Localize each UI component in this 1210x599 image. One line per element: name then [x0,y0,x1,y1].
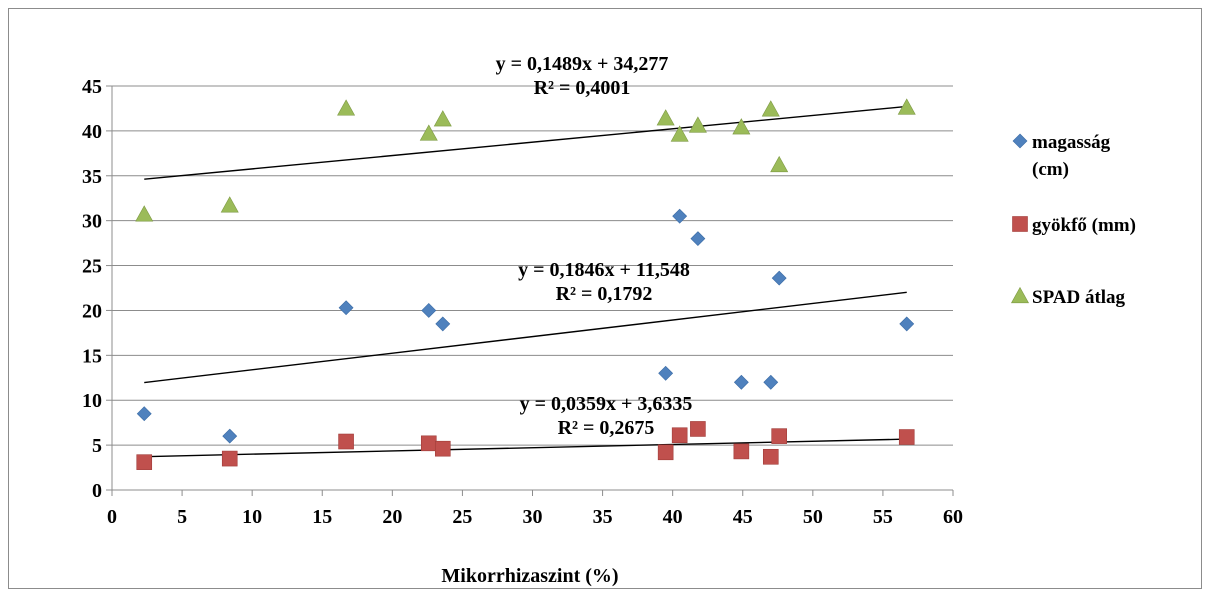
data-point-series-1 [222,428,238,444]
x-tick-label: 40 [663,506,683,528]
data-point-series-2 [771,428,787,444]
data-point-series-3 [770,155,789,173]
data-point-series-1 [435,316,451,332]
y-tick-label: 20 [82,300,102,322]
y-tick-label: 10 [82,390,102,412]
data-point-series-3 [220,196,239,213]
data-point-series-2 [338,433,354,450]
data-point-series-2 [671,427,688,444]
y-tick-label: 15 [82,345,102,367]
y-tick-label: 30 [82,211,102,233]
x-tick-label: 20 [382,506,402,528]
x-tick-label: 50 [803,506,823,528]
data-point-series-2 [434,440,451,457]
y-tick-label: 0 [92,480,102,502]
legend: magasság (cm) gyökfő (mm) SPAD átlag [1010,132,1136,308]
legend-label: gyökfő (mm) [1032,215,1136,236]
data-point-series-1 [672,208,688,224]
gridlines [112,85,953,446]
legend-marker-series-2 [1012,216,1028,232]
legend-label: (cm) [1032,159,1069,180]
data-point-series-1 [690,231,706,247]
x-tick-label: 5 [177,506,187,528]
data-point-series-3 [670,125,689,142]
legend-marker-series-1 [1012,133,1028,149]
trendline-series-1 [144,291,907,384]
legend-label: magasság [1032,132,1111,153]
data-point-series-1 [658,365,674,381]
data-point-series-3 [688,116,707,133]
data-point-series-1 [733,374,749,390]
data-point-series-2 [221,450,238,467]
trend-r2-label: R² = 0,2675 [558,417,655,439]
axes: 0 5 10 15 20 25 30 35 40 45 0 5 10 15 20 25 30 35 40 45 50 55… [82,76,963,528]
data-point-series-3 [337,99,356,116]
data-point-series-1 [899,316,915,332]
data-point-series-1 [771,270,787,286]
x-axis-title: Mikorrhizaszint (%) [441,565,618,587]
chart-border [8,8,1202,589]
x-tick-label: 55 [873,506,893,528]
data-point-series-1 [763,374,779,390]
data-point-series-1 [136,406,152,422]
data-point-series-3 [897,98,916,115]
x-tick-label: 25 [452,506,472,528]
x-tick-label: 15 [312,506,332,528]
legend-marker-series-3 [1010,286,1030,304]
data-points [135,98,916,470]
trend-r2-label: R² = 0,4001 [534,77,631,99]
y-tick-label: 25 [82,256,102,278]
data-point-series-3 [761,100,780,117]
x-tick-label: 10 [242,506,262,528]
data-point-series-3 [433,110,452,127]
data-point-series-1 [338,300,354,316]
x-tick-label: 0 [107,506,117,528]
x-tick-label: 60 [943,506,963,528]
data-point-series-3 [732,118,751,135]
trend-equation-label: y = 0,1489x + 34,277 [496,53,669,75]
data-point-series-2 [136,454,153,470]
data-point-series-2 [657,444,674,461]
data-point-series-3 [419,124,438,141]
trend-equation-label: y = 0,1846x + 11,548 [518,259,690,281]
legend-label: SPAD átlag [1032,287,1126,308]
y-tick-label: 35 [82,166,102,188]
data-point-series-3 [135,205,154,222]
data-point-series-2 [898,429,915,445]
x-tick-label: 45 [733,506,753,528]
data-point-series-2 [762,448,779,465]
y-tick-label: 40 [82,121,102,143]
data-point-series-2 [733,443,750,460]
data-point-series-2 [690,421,706,437]
trend-equation-label: y = 0,0359x + 3,6335 [520,393,693,415]
data-point-series-2 [420,435,437,452]
trendline-series-3 [144,105,907,180]
x-tick-label: 35 [593,506,613,528]
x-tick-label: 30 [523,506,543,528]
y-tick-label: 5 [92,435,102,457]
data-point-series-1 [421,303,437,318]
data-point-series-3 [656,109,675,126]
trend-r2-label: R² = 0,1792 [556,283,653,305]
y-tick-label: 45 [82,76,102,98]
